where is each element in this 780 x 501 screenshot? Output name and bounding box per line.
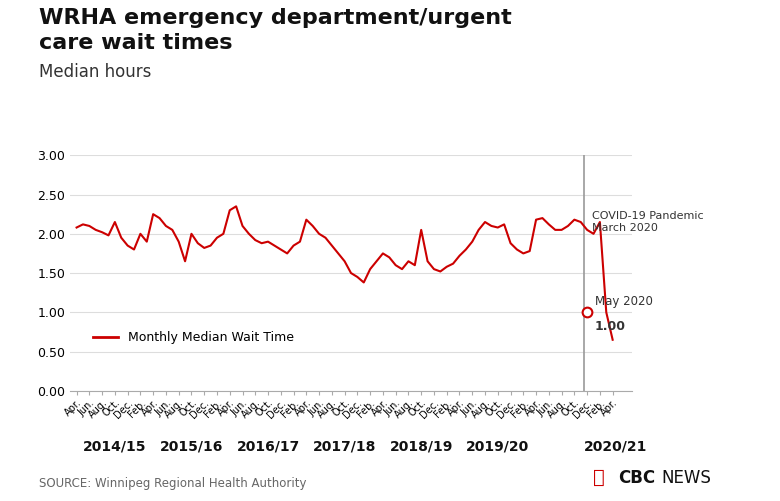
Text: NEWS: NEWS xyxy=(661,469,711,487)
Text: 2016/17: 2016/17 xyxy=(236,439,300,453)
Text: WRHA emergency department/urgent: WRHA emergency department/urgent xyxy=(39,8,512,28)
Text: care wait times: care wait times xyxy=(39,33,232,53)
Text: 2020/21: 2020/21 xyxy=(584,439,647,453)
Legend: Monthly Median Wait Time: Monthly Median Wait Time xyxy=(87,326,299,349)
Text: 1.00: 1.00 xyxy=(595,320,626,333)
Text: May 2020: May 2020 xyxy=(595,295,653,308)
Text: 2014/15: 2014/15 xyxy=(83,439,147,453)
Text: SOURCE: Winnipeg Regional Health Authority: SOURCE: Winnipeg Regional Health Authori… xyxy=(39,477,307,490)
Text: ⦿: ⦿ xyxy=(593,468,604,487)
Text: Median hours: Median hours xyxy=(39,63,151,81)
Text: 2017/18: 2017/18 xyxy=(313,439,376,453)
Text: 2019/20: 2019/20 xyxy=(466,439,530,453)
Text: 2015/16: 2015/16 xyxy=(160,439,223,453)
Text: COVID-19 Pandemic
March 2020: COVID-19 Pandemic March 2020 xyxy=(591,211,704,233)
Text: 2018/19: 2018/19 xyxy=(389,439,453,453)
Text: CBC: CBC xyxy=(619,469,656,487)
